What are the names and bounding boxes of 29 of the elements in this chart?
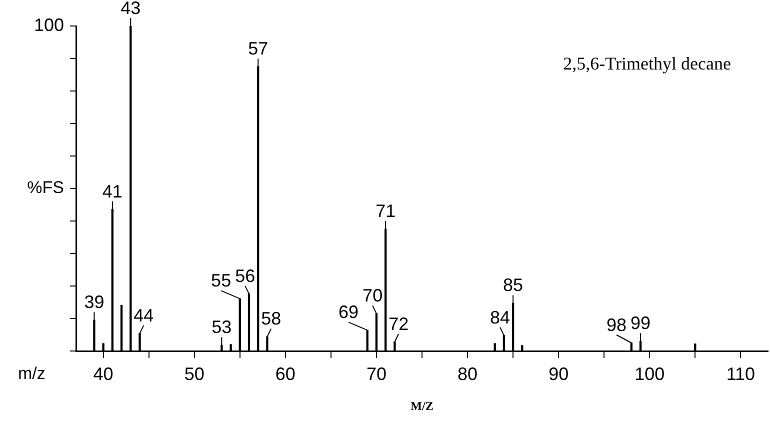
x-tick-label: 50 [184, 364, 204, 384]
annotation: 56 [235, 266, 256, 286]
x-tick-label: 80 [458, 364, 478, 384]
annotation: 39 [84, 292, 104, 312]
annotation: 55 [211, 270, 232, 291]
annotation: 57 [248, 38, 268, 59]
annotation: 69 [338, 302, 359, 322]
x-tick-label: 40 [93, 364, 114, 384]
annotation: 85 [503, 275, 524, 296]
text: 2,5,6-Trimethyl decane [563, 54, 731, 74]
annotation: 98 [606, 314, 627, 335]
annotation: 53 [212, 317, 232, 338]
annotation: 44 [134, 305, 154, 326]
x-tick-label: 70 [366, 364, 386, 384]
annotation: 71 [376, 201, 396, 222]
annotation: 70 [362, 286, 383, 306]
x-tick-label: 60 [275, 364, 296, 384]
x-tick-label: 90 [548, 364, 569, 384]
annotation: 99 [630, 313, 651, 334]
text: m/z [18, 364, 46, 384]
annotation: 43 [120, 0, 141, 18]
x-tick-label: 110 [726, 364, 756, 384]
annotation: 41 [102, 181, 122, 202]
annotation: 84 [490, 307, 510, 328]
annotation: 72 [388, 314, 409, 334]
x-axis-title: M/Z [410, 398, 434, 413]
annotation: 58 [261, 308, 282, 329]
x-tick-label: 100 [634, 364, 665, 384]
y-axis-title: %FS [27, 178, 64, 198]
